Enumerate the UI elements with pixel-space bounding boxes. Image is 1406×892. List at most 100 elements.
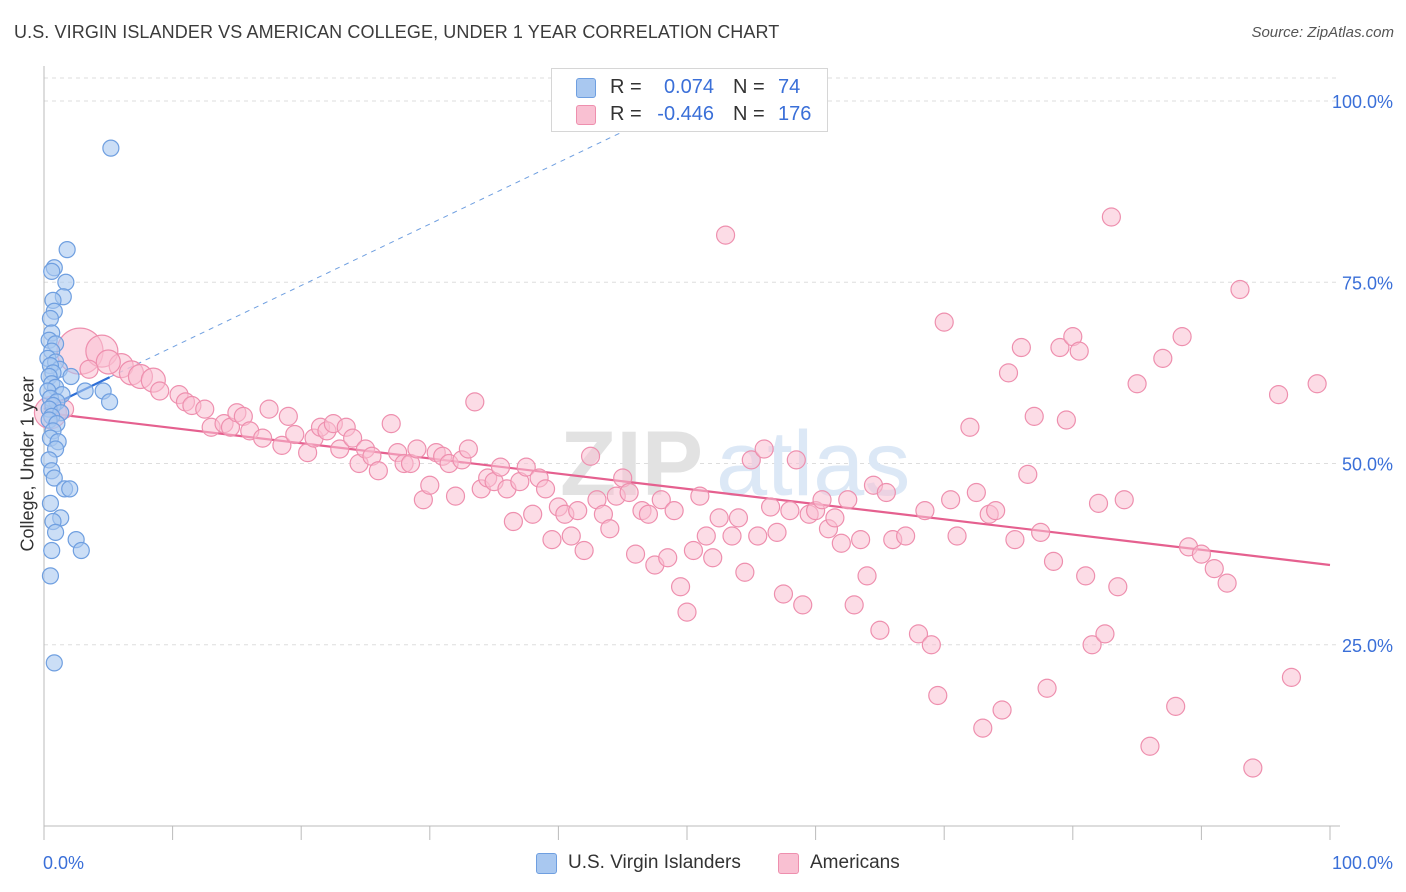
americans-point [1005, 530, 1025, 550]
americans-point [670, 577, 691, 597]
americans-point [851, 530, 871, 550]
americans-point [1050, 337, 1070, 358]
virgin-islanders-point [45, 469, 63, 487]
americans-point [1268, 385, 1289, 405]
americans-point [1031, 522, 1051, 542]
americans-point [1166, 696, 1186, 716]
americans-point [947, 526, 967, 546]
americans-point [831, 533, 851, 553]
data-points [33, 139, 1327, 778]
y-tick-label: 25.0% [1342, 636, 1393, 656]
virgin-islanders-point [57, 273, 75, 291]
americans-point [741, 450, 761, 470]
americans-point [516, 457, 536, 477]
x-tick-label: 0.0% [43, 853, 84, 873]
americans-point [921, 635, 941, 655]
chart-title: U.S. VIRGIN ISLANDER VS AMERICAN COLLEGE… [14, 22, 780, 42]
virgin-islanders-point [76, 382, 94, 400]
virgin-islanders-trend-extension [109, 100, 688, 378]
americans-point [844, 595, 864, 615]
americans-point [580, 446, 601, 466]
americans-point [600, 519, 620, 539]
americans-point [285, 424, 305, 445]
americans-point [658, 548, 678, 568]
americans-point [696, 526, 716, 546]
y-tick-label: 100.0% [1332, 92, 1393, 112]
virgin-islanders-point [102, 139, 120, 157]
americans-point [195, 399, 215, 419]
virgin-islanders-point [43, 541, 61, 560]
americans-point [638, 504, 659, 524]
americans-point [619, 482, 639, 503]
americans-point [1076, 566, 1096, 586]
americans-point [1281, 667, 1302, 687]
americans-point [908, 624, 929, 644]
bottom-legend-label: U.S. Virgin Islanders [568, 852, 741, 873]
americans-point [95, 349, 121, 375]
americans-point [79, 359, 99, 379]
americans-point [1037, 678, 1057, 698]
americans-point [1153, 348, 1173, 368]
americans-point [960, 417, 980, 437]
y-axis-label: College, Under 1 year [17, 376, 38, 552]
legend-r-value: -0.446 [657, 103, 714, 125]
americans-point [150, 381, 170, 401]
americans-point [561, 526, 581, 546]
americans-point [857, 566, 877, 586]
americans-point [1127, 374, 1147, 394]
legend-n-label: N = [733, 76, 765, 98]
americans-point [1082, 635, 1102, 655]
americans-point [503, 511, 523, 532]
americans-point [786, 450, 806, 470]
y-tick-label: 75.0% [1342, 273, 1393, 293]
americans-point [812, 490, 832, 510]
legend-n-label: N = [733, 103, 765, 125]
virgin-islanders-point [62, 367, 80, 386]
virgin-islanders-point [43, 262, 61, 280]
americans-point [445, 486, 466, 506]
americans-point [973, 718, 993, 738]
americans-point [896, 526, 916, 546]
americans-point [1230, 279, 1250, 300]
legend-r-label: R = [610, 103, 642, 125]
americans-point [928, 685, 948, 706]
virgin-islanders-point [58, 241, 76, 259]
americans-point [876, 482, 896, 503]
americans-point [690, 486, 710, 506]
americans-point [1101, 207, 1121, 227]
americans-point [1307, 374, 1327, 394]
americans-point [259, 399, 279, 419]
americans-point [934, 312, 954, 332]
bottom-legend-label: Americans [810, 852, 900, 873]
americans-point [568, 501, 588, 521]
americans-point [1024, 406, 1044, 426]
americans-point [490, 457, 511, 477]
americans-point [754, 439, 774, 459]
americans-point [780, 501, 800, 521]
americans-point [728, 508, 749, 528]
bottom-legend-swatch-virgin-islanders [536, 853, 557, 874]
virgin-islanders-point [41, 494, 60, 512]
virgin-islanders-point [72, 541, 90, 560]
americans-point [838, 490, 858, 510]
americans-point [1056, 410, 1076, 430]
americans-point [523, 504, 543, 524]
americans-point [458, 439, 478, 459]
legend-r-label: R = [610, 76, 642, 98]
legend-swatch-americans [576, 105, 596, 125]
virgin-islanders-point [100, 393, 119, 411]
americans-point [343, 428, 363, 448]
americans-point [535, 479, 556, 499]
americans-point [793, 595, 813, 615]
bottom-legend-swatch-americans [778, 853, 799, 874]
americans-point [767, 522, 787, 542]
americans-point [915, 501, 935, 521]
americans-point [1069, 341, 1089, 361]
americans-point [748, 526, 768, 546]
americans-point [1217, 573, 1237, 593]
americans-point [760, 497, 781, 517]
tick-labels: 25.0% 50.0% 75.0% 100.0% 0.0% 100.0% [43, 92, 1393, 873]
legend-n-value: 176 [778, 103, 812, 125]
virgin-islanders-point [45, 654, 63, 672]
